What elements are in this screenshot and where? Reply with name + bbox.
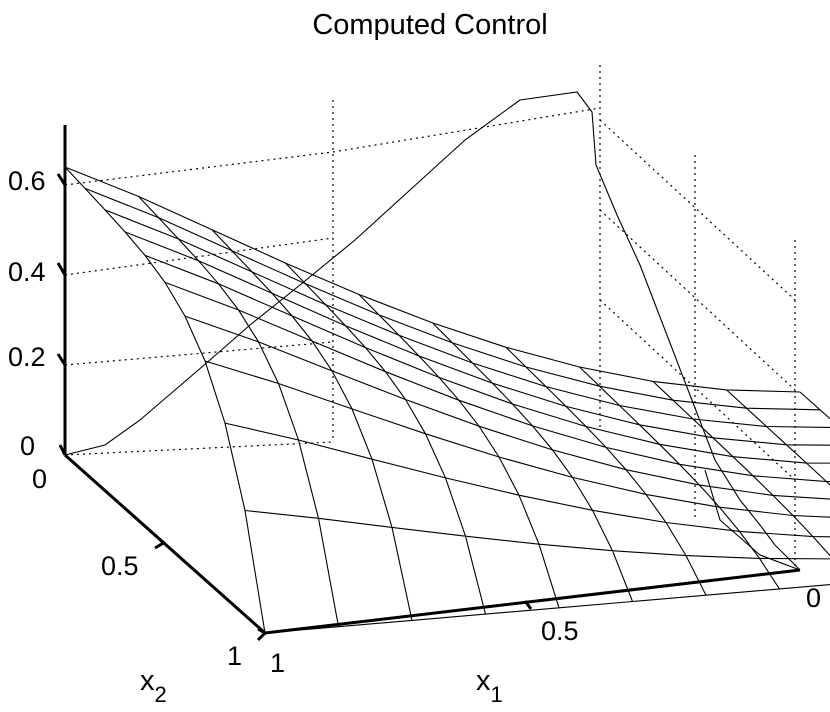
x2-tick-label: 0.5 xyxy=(101,551,139,581)
tick-labels: 0 0.2 0.4 0.6 0 0.5 1 1 0.5 0 xyxy=(8,166,821,678)
surface-edge xyxy=(519,91,801,571)
mesh-line xyxy=(164,281,830,483)
chart-title: Computed Control xyxy=(312,9,547,41)
x2-axis xyxy=(64,453,266,635)
x1-tick-label: 1 xyxy=(270,648,285,678)
mesh-line xyxy=(285,262,487,615)
z-tick xyxy=(56,173,67,456)
mesh-line xyxy=(358,294,560,608)
grid-line xyxy=(64,341,334,366)
x1-axis-label-subscript: 1 xyxy=(491,682,503,707)
x2-axis-label-subscript: 2 xyxy=(155,682,167,707)
grid-line xyxy=(599,299,796,481)
x1-axis-label-base: x xyxy=(476,665,491,697)
x1-axis xyxy=(264,568,801,635)
x1-axis-label: x1 xyxy=(476,665,503,707)
grid-line xyxy=(64,441,334,456)
x1-tick-label: 0.5 xyxy=(541,616,579,646)
x2-tick-label: 1 xyxy=(227,641,242,671)
mesh-line xyxy=(104,209,830,429)
grid-line xyxy=(599,209,796,391)
grid-line xyxy=(332,107,601,153)
axes xyxy=(56,125,801,642)
z-tick-label: 0.4 xyxy=(8,257,46,287)
mesh-line xyxy=(224,422,830,538)
mesh-line xyxy=(184,315,830,500)
mesh-line xyxy=(244,509,830,560)
grid-lines xyxy=(64,65,796,570)
x1-tick-label: 0 xyxy=(806,583,821,613)
mesh xyxy=(64,91,830,634)
mesh-line xyxy=(211,229,413,621)
grid-line xyxy=(599,119,796,301)
x1-tick xyxy=(257,600,533,635)
z-tick-label: 0.2 xyxy=(8,342,46,372)
mesh-line xyxy=(124,231,830,446)
x2-tick xyxy=(154,540,267,642)
grid-line xyxy=(64,151,334,186)
mesh-line xyxy=(64,166,801,393)
z-tick-label: 0.6 xyxy=(8,166,46,196)
x2-tick-label: 0 xyxy=(32,464,47,494)
mesh-line xyxy=(144,254,830,464)
x2-axis-label: x2 xyxy=(140,665,167,707)
grid-line xyxy=(64,237,334,276)
mesh-line xyxy=(432,322,634,602)
mesh-line xyxy=(652,380,830,557)
mesh-line xyxy=(204,360,830,518)
x2-axis-label-base: x xyxy=(140,665,155,697)
mesh-line xyxy=(64,166,266,634)
mesh-line xyxy=(264,584,830,634)
surface-edge xyxy=(704,469,801,571)
z-tick-label: 0 xyxy=(20,431,35,461)
surface-edge xyxy=(64,99,521,456)
mesh-line xyxy=(84,187,821,411)
mesh-line xyxy=(138,196,340,627)
